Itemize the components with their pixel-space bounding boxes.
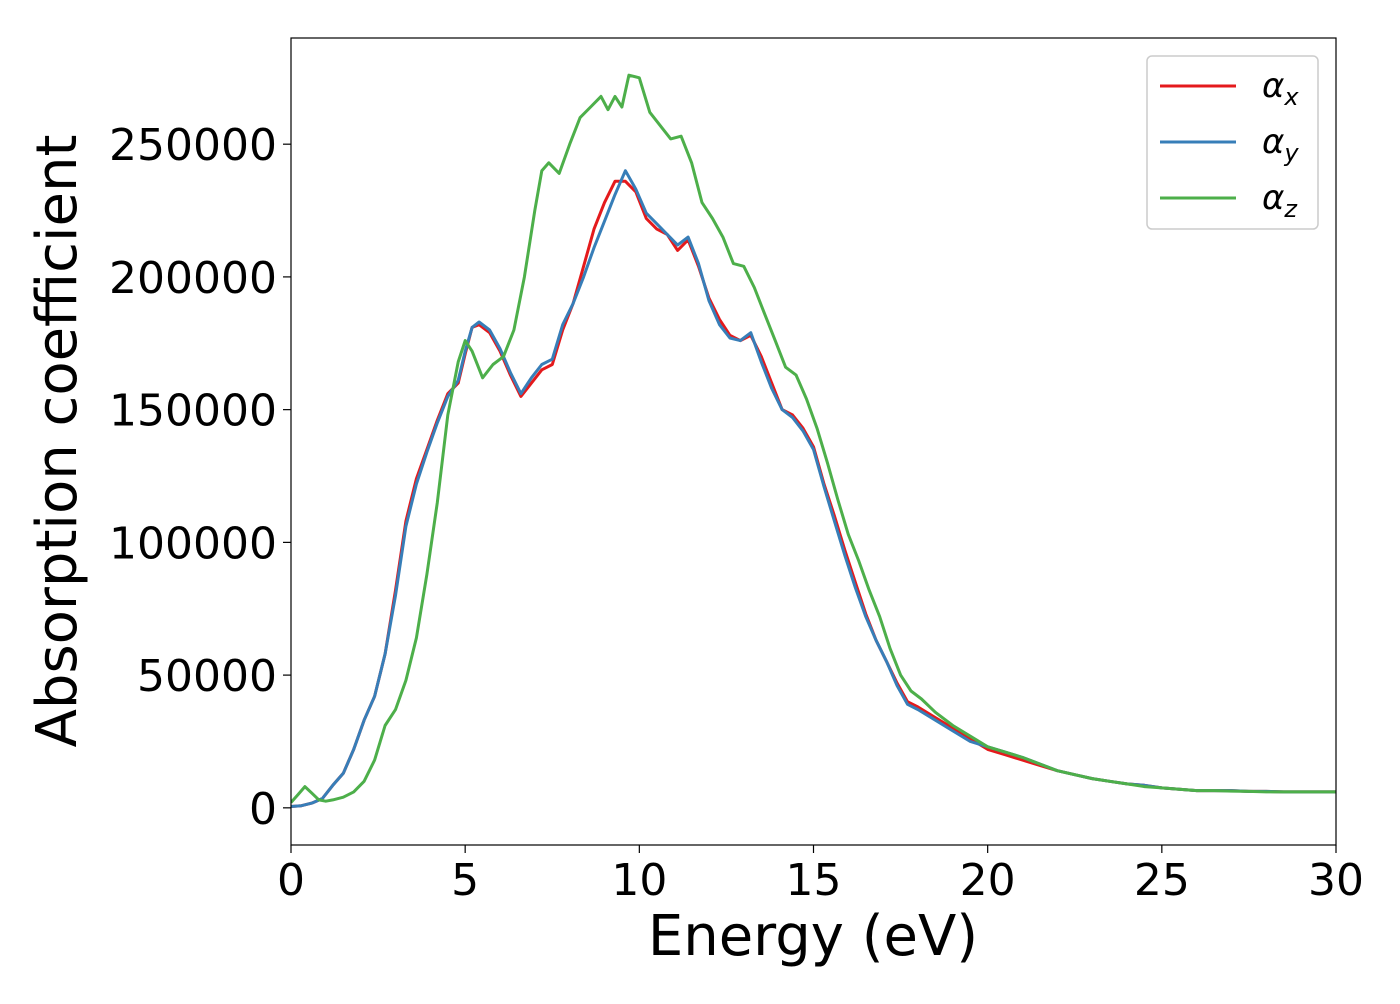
legend-label-y: αy — [1262, 122, 1299, 167]
x-tick-label: 0 — [277, 855, 305, 906]
x-tick-label: 10 — [611, 855, 667, 906]
y-tick-label: 150000 — [109, 386, 277, 437]
y-axis-label: Absorption coefficient — [25, 135, 90, 748]
series-lines — [291, 73, 1336, 808]
series-line-z — [291, 73, 1336, 804]
x-tick-label: 20 — [960, 855, 1016, 906]
x-tick-label: 25 — [1134, 855, 1190, 906]
legend-symbol: α — [1262, 122, 1284, 162]
legend-subscript: y — [1283, 139, 1299, 167]
legend-symbol: α — [1262, 66, 1284, 106]
x-tick-label: 30 — [1308, 855, 1364, 906]
legend-label-z: αz — [1262, 178, 1298, 223]
x-axis-label: Energy (eV) — [648, 904, 978, 969]
x-tick-label: 15 — [786, 855, 842, 906]
y-tick-label: 250000 — [109, 120, 277, 171]
legend-symbol: α — [1262, 178, 1284, 218]
x-axis-ticks: 0 5 10 15 20 25 30 — [277, 845, 1364, 906]
y-tick-label: 100000 — [109, 518, 277, 569]
series-line-x — [291, 179, 1336, 808]
y-tick-label: 0 — [249, 784, 277, 835]
legend-label-x: αx — [1262, 66, 1299, 111]
legend-subscript: z — [1283, 195, 1298, 223]
series-line-y — [291, 169, 1336, 808]
x-tick-label: 5 — [451, 855, 479, 906]
y-tick-label: 50000 — [137, 651, 277, 702]
legend-subscript: x — [1283, 83, 1299, 111]
y-tick-label: 200000 — [109, 253, 277, 304]
y-axis-ticks: 0 50000 100000 150000 200000 250000 — [109, 120, 291, 835]
